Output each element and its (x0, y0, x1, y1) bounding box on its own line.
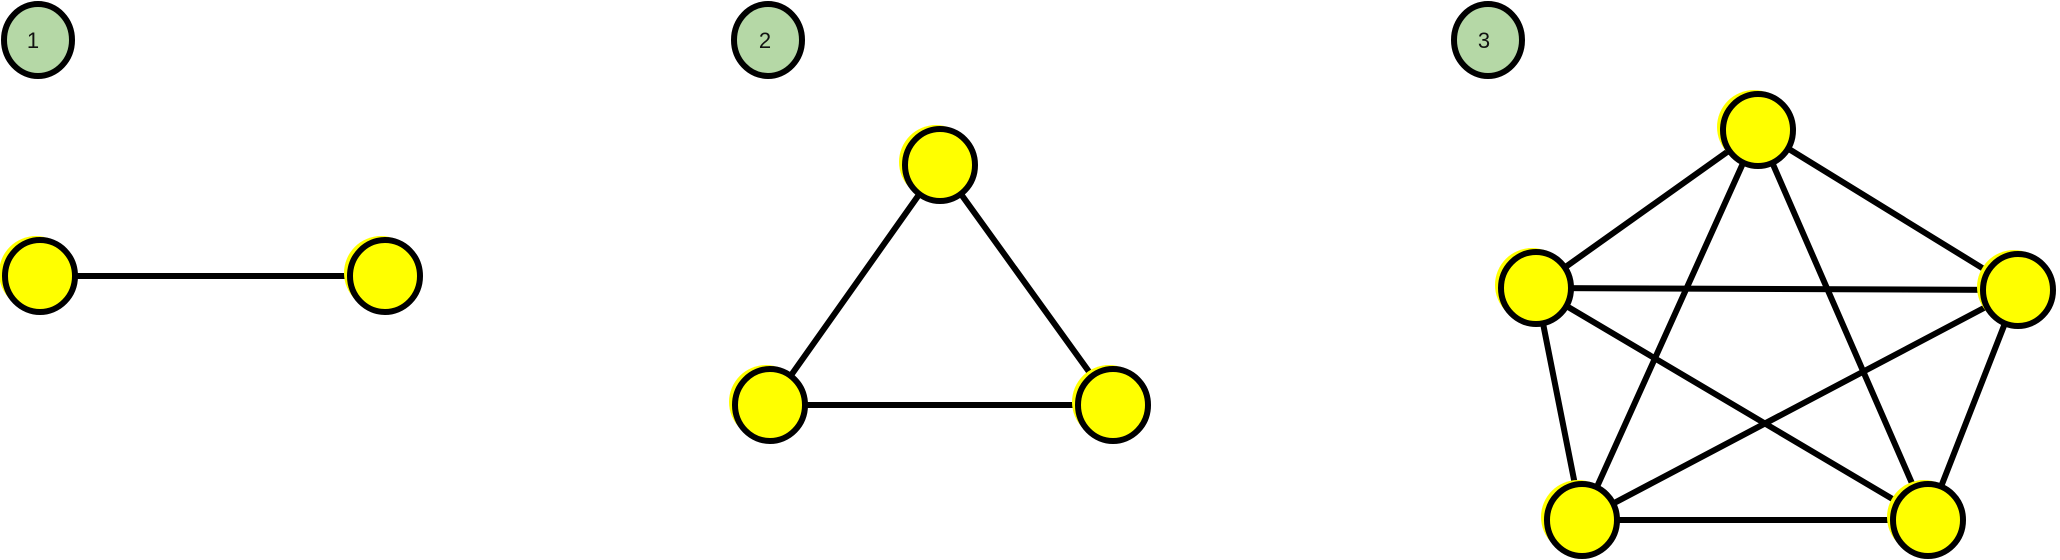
panel-3-edge-10 (1925, 287, 2021, 523)
panel-3-edge-2 (1579, 127, 1761, 523)
panel-3-edge-9 (1579, 287, 2021, 523)
panel-3-edge-6 (1533, 285, 1931, 523)
panel-3-node-2 (1495, 248, 1574, 327)
panel-1-badge: 1 (1, 1, 75, 79)
panel-3-node-1 (1717, 90, 1796, 169)
panel-1-nodes (0, 236, 423, 315)
panel-2-edge-1 (767, 162, 943, 408)
panel-3-edge-1 (1533, 127, 1761, 291)
panel-1: 1 (0, 1, 423, 315)
panel-3-edge-4 (1755, 127, 2021, 293)
panel-2-edges (767, 162, 1116, 408)
panel-2-badge: 2 (731, 1, 805, 79)
panel-3-edge-3 (1755, 127, 1931, 523)
panel-2-edge-3 (937, 162, 1116, 408)
panel-3-edge-7 (1533, 285, 2021, 293)
panel-2-label: 2 (759, 28, 771, 53)
panel-2-nodes (729, 125, 1151, 444)
panel-3: 3 (1451, 1, 2056, 559)
panel-3-label: 3 (1478, 28, 1490, 53)
panel-1-label: 1 (27, 28, 39, 53)
panel-2-node-3 (1072, 365, 1151, 444)
panel-3-badge: 3 (1451, 1, 1525, 79)
panel-2-node-1 (899, 125, 978, 204)
panel-2: 2 (729, 1, 1151, 444)
panel-3-edges (1533, 127, 2021, 523)
panel-2-node-2 (729, 365, 808, 444)
panel-3-node-3 (1541, 480, 1620, 559)
panel-1-node-1 (0, 236, 78, 315)
panel-3-node-5 (1977, 250, 2056, 329)
panel-1-node-2 (344, 236, 423, 315)
panel-3-node-4 (1887, 480, 1966, 559)
panel-3-nodes (1495, 90, 2056, 559)
